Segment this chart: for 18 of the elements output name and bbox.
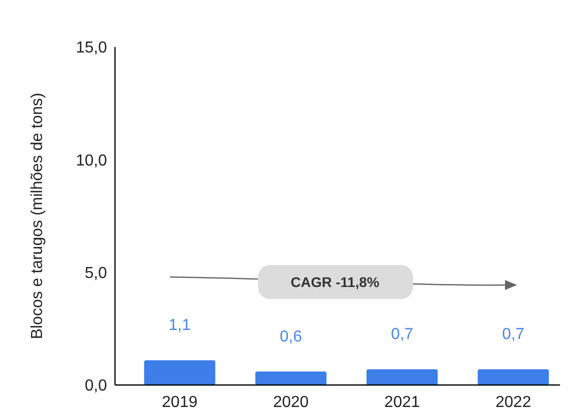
y-tick-label: 0,0 xyxy=(84,378,108,395)
data-label: 0,6 xyxy=(280,328,302,346)
y-tick-label: 15,0 xyxy=(76,40,108,57)
data-label: 0,7 xyxy=(502,326,525,344)
bar xyxy=(255,371,326,385)
x-tick-label: 2019 xyxy=(162,394,198,411)
y-tick-label: 5,0 xyxy=(84,264,108,282)
x-tick-label: 2021 xyxy=(384,394,420,411)
x-tick-label: 2022 xyxy=(496,394,532,411)
bar xyxy=(144,360,216,385)
annotation: CAGR -11,8% xyxy=(290,274,380,290)
bar xyxy=(366,369,438,385)
data-label: 0,7 xyxy=(390,326,414,344)
data-label: 1,1 xyxy=(168,317,191,334)
y-axis-title: Blocos e tarugos (milhões de tons) xyxy=(29,92,46,340)
x-tick-label: 2020 xyxy=(273,394,309,411)
bar xyxy=(478,369,549,385)
y-tick-label: 10,0 xyxy=(76,152,108,170)
